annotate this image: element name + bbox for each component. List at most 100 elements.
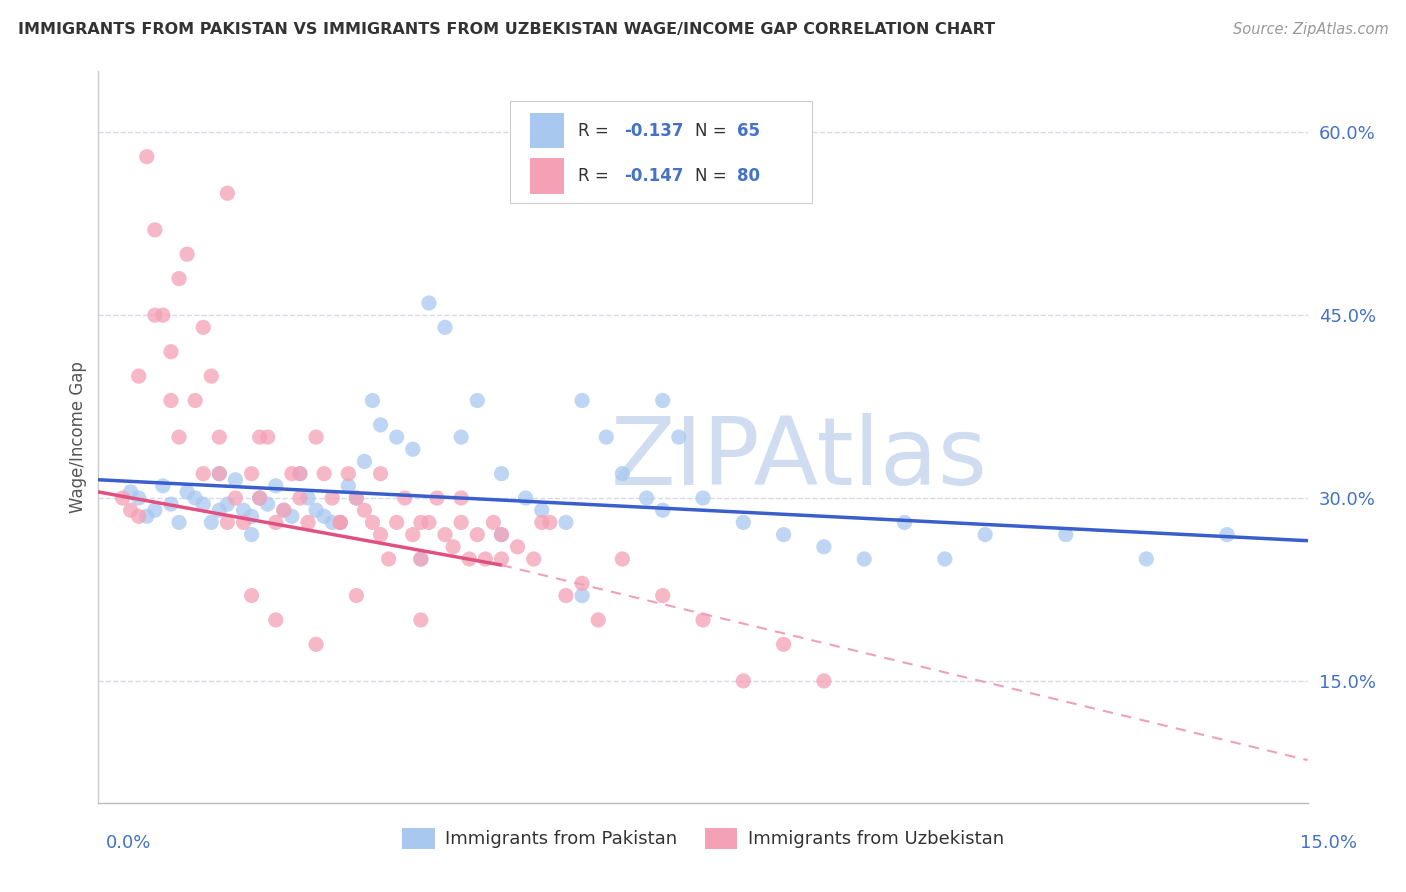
Point bbox=[491, 527, 513, 541]
Point bbox=[297, 516, 319, 530]
Point bbox=[273, 503, 295, 517]
Text: ZIPAtlas: ZIPAtlas bbox=[612, 413, 988, 505]
Point bbox=[167, 271, 190, 285]
Point bbox=[1216, 527, 1239, 541]
Point bbox=[893, 516, 915, 530]
Point bbox=[370, 467, 392, 481]
Point bbox=[240, 589, 263, 603]
Point bbox=[434, 320, 457, 334]
Point bbox=[337, 467, 360, 481]
Point bbox=[128, 509, 150, 524]
Point bbox=[281, 467, 304, 481]
Point bbox=[208, 503, 231, 517]
Point bbox=[176, 247, 198, 261]
Text: N =: N = bbox=[695, 121, 731, 140]
Point bbox=[353, 454, 375, 468]
Point bbox=[288, 491, 311, 505]
Point bbox=[193, 320, 215, 334]
Point bbox=[193, 497, 215, 511]
Point bbox=[586, 613, 609, 627]
Point bbox=[264, 613, 287, 627]
Point bbox=[337, 479, 360, 493]
Point bbox=[612, 552, 634, 566]
Point bbox=[314, 509, 336, 524]
Point bbox=[160, 344, 183, 359]
Point bbox=[217, 186, 239, 201]
Point bbox=[111, 491, 134, 505]
Point bbox=[120, 485, 142, 500]
Point bbox=[450, 491, 472, 505]
Point bbox=[813, 540, 835, 554]
Text: R =: R = bbox=[578, 121, 614, 140]
Point bbox=[474, 552, 496, 566]
Point bbox=[515, 491, 537, 505]
Point bbox=[321, 516, 343, 530]
Point bbox=[200, 369, 222, 384]
Point bbox=[217, 516, 239, 530]
Point bbox=[571, 576, 593, 591]
Point bbox=[249, 430, 271, 444]
Point bbox=[329, 516, 352, 530]
Point bbox=[273, 503, 295, 517]
Point bbox=[288, 467, 311, 481]
Point bbox=[321, 491, 343, 505]
Point bbox=[135, 150, 157, 164]
Point bbox=[160, 497, 183, 511]
Point bbox=[224, 473, 246, 487]
Point bbox=[465, 393, 488, 408]
Text: 0.0%: 0.0% bbox=[105, 834, 150, 852]
Point bbox=[184, 491, 207, 505]
Point bbox=[385, 516, 408, 530]
Point bbox=[264, 516, 287, 530]
Point bbox=[530, 503, 553, 517]
Point bbox=[571, 589, 593, 603]
Point bbox=[813, 673, 835, 688]
Point bbox=[974, 527, 997, 541]
Point bbox=[353, 503, 375, 517]
Point bbox=[184, 393, 207, 408]
Point bbox=[555, 589, 578, 603]
Point bbox=[772, 637, 794, 651]
Point bbox=[409, 552, 432, 566]
Text: 80: 80 bbox=[737, 167, 759, 185]
Point bbox=[344, 589, 367, 603]
Point bbox=[314, 467, 336, 481]
Point bbox=[143, 308, 166, 322]
Point bbox=[208, 430, 231, 444]
Point bbox=[344, 491, 367, 505]
Point bbox=[668, 430, 690, 444]
Point bbox=[733, 673, 755, 688]
Point bbox=[402, 527, 425, 541]
Text: 65: 65 bbox=[737, 121, 759, 140]
Point bbox=[208, 467, 231, 481]
Point bbox=[217, 497, 239, 511]
Point bbox=[636, 491, 658, 505]
Point bbox=[344, 491, 367, 505]
Point bbox=[143, 503, 166, 517]
Point bbox=[305, 503, 328, 517]
Point bbox=[458, 552, 481, 566]
Point bbox=[555, 516, 578, 530]
Point bbox=[491, 467, 513, 481]
Point bbox=[595, 430, 617, 444]
Point bbox=[409, 613, 432, 627]
Point bbox=[370, 527, 392, 541]
Point bbox=[128, 369, 150, 384]
Text: 15.0%: 15.0% bbox=[1299, 834, 1357, 852]
Point bbox=[288, 467, 311, 481]
Point bbox=[152, 479, 174, 493]
Point bbox=[361, 516, 384, 530]
Text: Source: ZipAtlas.com: Source: ZipAtlas.com bbox=[1233, 22, 1389, 37]
Point bbox=[853, 552, 876, 566]
Point bbox=[409, 516, 432, 530]
Point bbox=[491, 527, 513, 541]
Point bbox=[370, 417, 392, 432]
FancyBboxPatch shape bbox=[509, 101, 811, 203]
Point bbox=[385, 430, 408, 444]
Point bbox=[571, 393, 593, 408]
Point bbox=[249, 491, 271, 505]
Text: R =: R = bbox=[578, 167, 614, 185]
Point bbox=[264, 479, 287, 493]
Point bbox=[733, 516, 755, 530]
Point bbox=[120, 503, 142, 517]
